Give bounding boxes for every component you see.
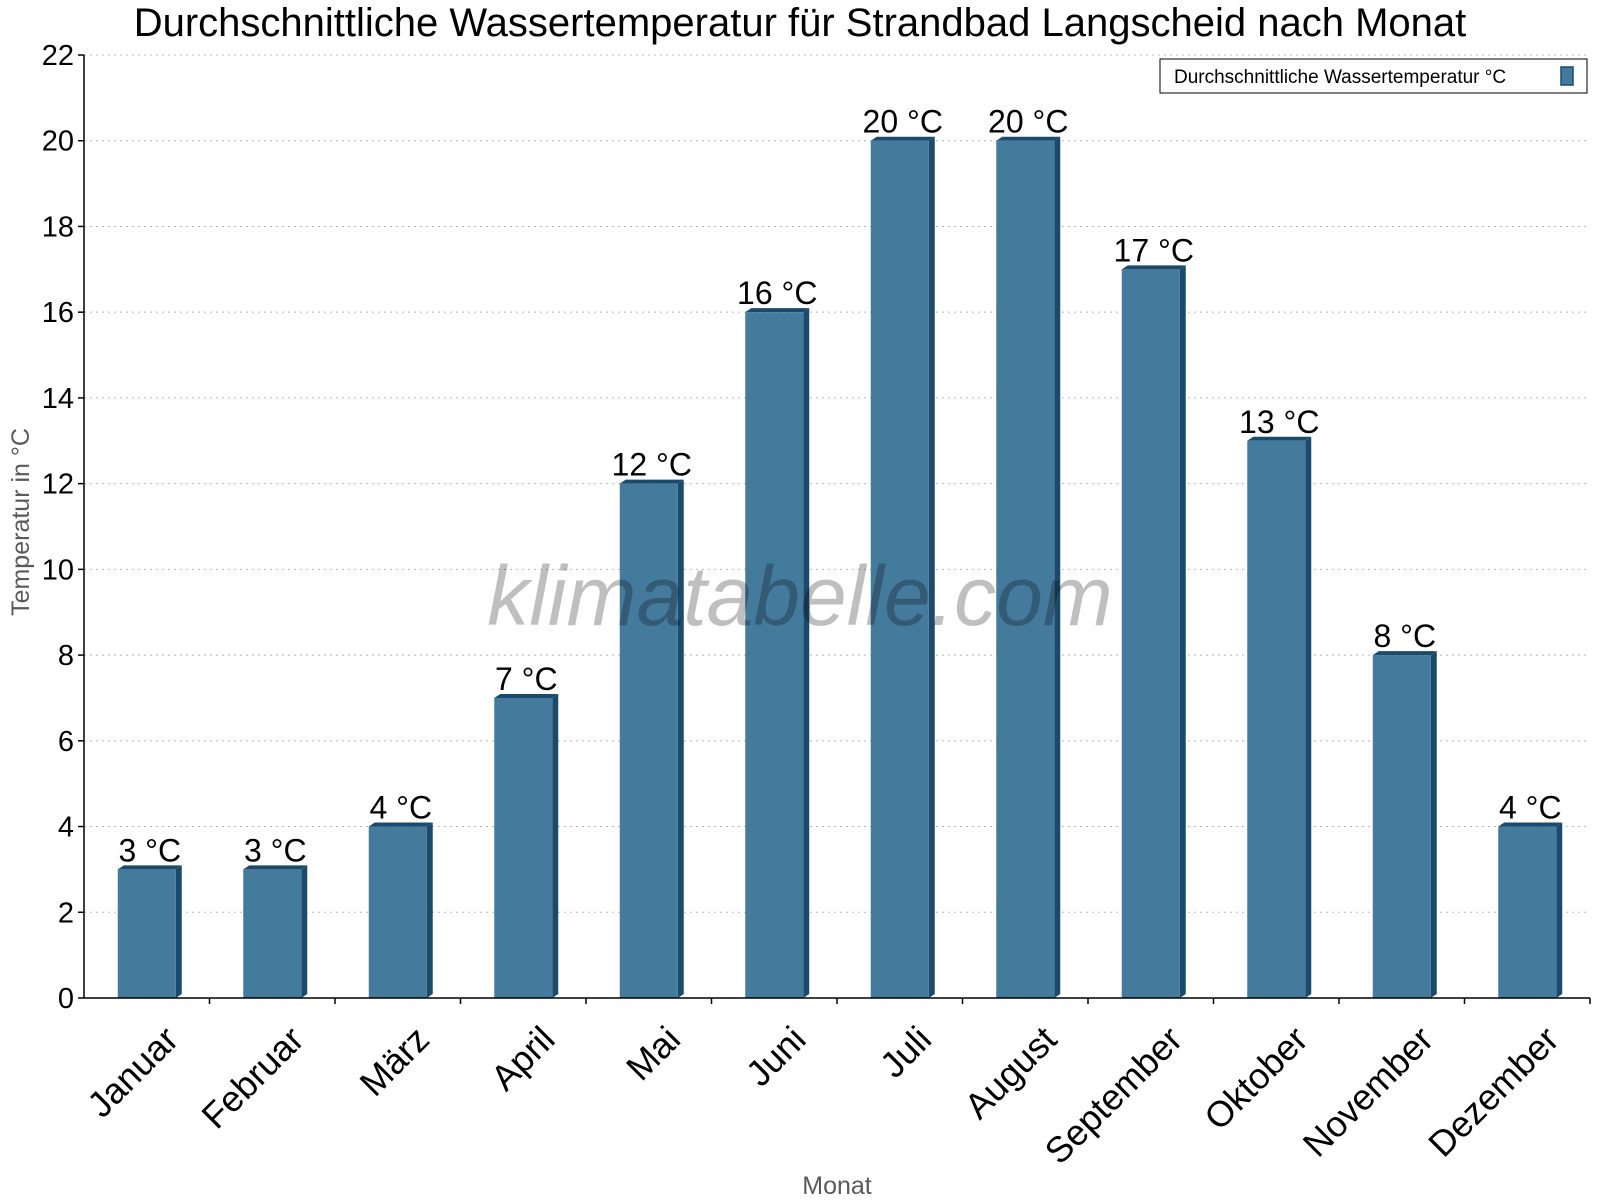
bar-value-label: 17 °C <box>1114 232 1194 268</box>
bar-top <box>996 136 1061 141</box>
bar <box>745 312 804 998</box>
bar-value-label: 16 °C <box>737 275 817 311</box>
bar-top <box>1498 822 1563 827</box>
bar <box>1247 440 1306 999</box>
y-tick-label: 8 <box>58 640 74 672</box>
x-axis-label: Monat <box>802 1172 872 1200</box>
x-tick-label: Dezember <box>1420 1018 1566 1164</box>
bar-group: 17 °C <box>1114 232 1194 998</box>
bar <box>1372 655 1431 998</box>
y-tick-label: 0 <box>58 983 74 1015</box>
bar-group: 12 °C <box>612 447 692 998</box>
bar-side <box>301 865 308 998</box>
bar-side <box>552 693 559 998</box>
x-axis-ticks: Januar Februar März April Mai Juni Juli AugustS… <box>79 998 1591 1172</box>
y-tick-label: 6 <box>58 726 74 758</box>
y-tick-label: 4 <box>58 812 74 844</box>
x-tick-label: August <box>956 1018 1064 1126</box>
x-tick-label: Juni <box>738 1018 814 1094</box>
bar-side <box>426 822 433 998</box>
bar <box>619 483 678 998</box>
x-tick-label: Oktober <box>1196 1018 1316 1138</box>
y-tick-label: 22 <box>42 40 74 72</box>
y-tick-label: 16 <box>42 297 74 329</box>
bar-value-label: 8 °C <box>1373 618 1436 654</box>
bar-group: 16 °C <box>737 275 817 998</box>
bar-side <box>175 865 182 998</box>
bar <box>1498 826 1557 998</box>
bar-group: 13 °C <box>1239 404 1319 999</box>
legend-entry-label: Durchschnittliche Wassertemperatur °C <box>1174 67 1506 88</box>
bar-group: 20 °C <box>863 104 943 998</box>
bar-top <box>745 308 810 313</box>
bar-side <box>1430 651 1437 998</box>
y-tick-label: 20 <box>42 126 74 158</box>
bar <box>243 869 302 998</box>
gridlines <box>84 54 1590 913</box>
x-tick-label: September <box>1037 1018 1191 1172</box>
bar <box>996 140 1055 998</box>
x-tick-label: Juli <box>872 1018 939 1085</box>
bar-side <box>1179 265 1186 998</box>
y-tick-label: 2 <box>58 897 74 929</box>
x-tick-label: November <box>1295 1018 1441 1164</box>
bar-value-label: 4 °C <box>1499 790 1562 826</box>
bar-top <box>1121 265 1186 270</box>
bar-group: 3 °C <box>243 832 308 998</box>
bar <box>494 697 553 998</box>
y-tick-label: 10 <box>42 554 74 586</box>
bar-value-label: 3 °C <box>118 832 181 868</box>
y-tick-label: 14 <box>42 383 74 415</box>
x-tick-label: Mai <box>618 1018 688 1088</box>
bar-value-label: 20 °C <box>863 104 943 140</box>
legend-swatch <box>1560 66 1574 86</box>
y-axis-label: Temperatur in °C <box>7 428 35 616</box>
x-tick-label: Februar <box>193 1018 311 1136</box>
bar-top <box>243 865 308 870</box>
y-tick-label: 18 <box>42 211 74 243</box>
bar-side <box>1305 436 1312 999</box>
y-axis-ticks: 0 2 4 6 8 10 12 14 16 18 20 22 <box>42 40 84 1015</box>
bar-top <box>870 136 935 141</box>
bar-value-label: 12 °C <box>612 447 692 483</box>
bar-side <box>1054 136 1061 998</box>
watermark: klimatabelle.com <box>487 549 1113 643</box>
bar-value-label: 13 °C <box>1239 404 1319 440</box>
bar-value-label: 3 °C <box>244 832 307 868</box>
bar <box>117 869 176 998</box>
bar-side <box>803 308 810 998</box>
bar <box>870 140 929 998</box>
bar-group: 7 °C <box>494 661 559 998</box>
bar-top <box>1372 651 1437 656</box>
bar-top <box>368 822 433 827</box>
bar-value-label: 7 °C <box>495 661 558 697</box>
bar-group: 20 °C <box>988 104 1068 998</box>
bar-top <box>619 479 684 484</box>
bars: 3 °C 3 °C 4 °C 7 °C 12 °C 16 °C 20 °C 20 °C 17 °… <box>117 104 1563 999</box>
bar <box>368 826 427 998</box>
bar-top <box>117 865 182 870</box>
bar <box>1121 269 1180 998</box>
bar-top <box>494 693 559 698</box>
bar-side <box>1556 822 1563 998</box>
y-tick-label: 12 <box>42 469 74 501</box>
bar-side <box>928 136 935 998</box>
bar-group: 4 °C <box>1498 790 1563 998</box>
bar-top <box>1247 436 1312 441</box>
legend-box <box>1159 58 1588 94</box>
bar-value-label: 4 °C <box>369 790 432 826</box>
x-tick-label: Januar <box>79 1018 186 1125</box>
bar-group: 8 °C <box>1372 618 1437 998</box>
x-tick-label: April <box>483 1018 563 1098</box>
legend: Durchschnittliche Wassertemperatur °C <box>1159 58 1588 94</box>
x-tick-label: März <box>351 1018 437 1104</box>
bar-group: 3 °C <box>117 832 182 998</box>
chart-title: Durchschnittliche Wassertemperatur für S… <box>134 1 1467 45</box>
bar-value-label: 20 °C <box>988 104 1068 140</box>
bar-group: 4 °C <box>368 790 433 998</box>
bar-side <box>677 479 684 998</box>
